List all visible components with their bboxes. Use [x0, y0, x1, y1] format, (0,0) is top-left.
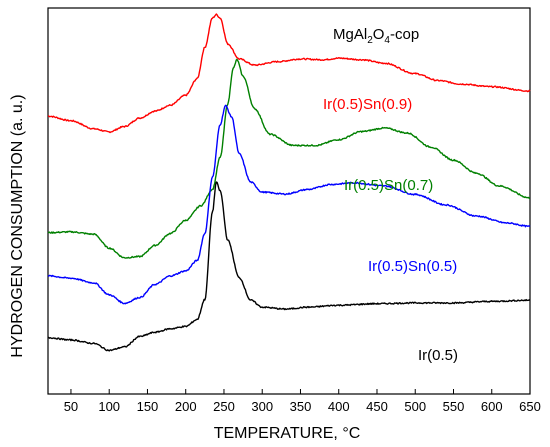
x-tick-label: 250 — [213, 399, 235, 414]
x-tick-label: 550 — [443, 399, 465, 414]
x-tick-label: 650 — [519, 399, 541, 414]
series-label-4: Ir(0.5) — [418, 347, 458, 364]
series-group — [47, 13, 531, 352]
series-label-1: Ir(0.5)Sn(0.9) — [323, 96, 412, 113]
series-label-3: Ir(0.5)Sn(0.5) — [368, 258, 457, 275]
plot-frame — [47, 7, 531, 395]
title-part-3: -cop — [390, 26, 419, 43]
series-line-2 — [47, 58, 531, 259]
x-tick-label: 500 — [404, 399, 426, 414]
title-part-2: O — [373, 26, 385, 43]
series-line-3 — [47, 104, 531, 305]
title-subscript-1: 2 — [367, 35, 373, 46]
chart-title: MgAl2O4-cop — [333, 26, 419, 46]
x-tick-label: 150 — [137, 399, 159, 414]
x-tick-label: 450 — [366, 399, 388, 414]
x-tick-label: 50 — [64, 399, 78, 414]
x-tick-label: 600 — [481, 399, 503, 414]
y-axis-label: HYDROGEN CONSUMPTION (a. u.) — [9, 94, 26, 357]
x-tick-label: 300 — [251, 399, 273, 414]
x-tick-label: 400 — [328, 399, 350, 414]
series-label-2: Ir(0.5)Sn(0.7) — [344, 177, 433, 194]
title-part-1: MgAl — [333, 26, 367, 43]
series-line-4 — [47, 181, 531, 352]
x-tick-label: 200 — [175, 399, 197, 414]
series-line-1 — [47, 13, 531, 134]
x-tick-label: 100 — [98, 399, 120, 414]
title-subscript-2: 4 — [384, 35, 390, 46]
series-labels: Ir(0.5)Sn(0.9) Ir(0.5)Sn(0.7) Ir(0.5)Sn(0.… — [323, 96, 458, 364]
x-tick-label: 350 — [290, 399, 312, 414]
x-axis-ticks: 50 100 150 200 250 300 350 400 450 500 550 600 650 — [64, 389, 541, 414]
x-axis-label: TEMPERATURE, °C — [214, 425, 361, 442]
